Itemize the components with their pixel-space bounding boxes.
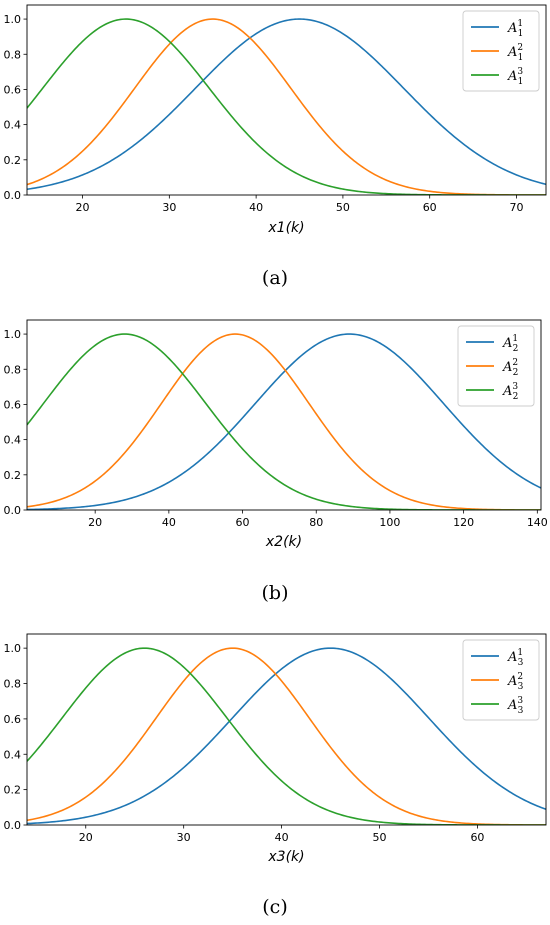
legend: A1 2 A2 2 A3 2: [457, 325, 535, 407]
x-tick-label: 60: [423, 201, 437, 214]
x-tick-label: 20: [88, 516, 102, 529]
y-tick-label: 0.8: [4, 363, 22, 376]
legend-label-2-1: A1 2: [502, 334, 518, 354]
x-tick-label: 120: [453, 516, 474, 529]
x-tick-label: 80: [309, 516, 323, 529]
x-tick-label: 100: [379, 516, 400, 529]
legend-label-3-3: A3 3: [507, 696, 524, 716]
y-tick-label: 0.6: [4, 83, 22, 96]
plot-frame: [26, 633, 547, 826]
y-tick-label: 0.2: [4, 469, 22, 482]
y-tick-label: 0.0: [4, 189, 22, 202]
x-tick-label: 50: [336, 201, 350, 214]
plot-frame: [26, 319, 542, 511]
y-tick-label: 0.2: [4, 784, 22, 797]
legend-label-3-2: A2 3: [507, 672, 524, 692]
legend-label-1-1: A1 1: [507, 19, 523, 39]
x-axis-label: x2(k): [265, 534, 302, 550]
series-line-3-1: [27, 647, 546, 825]
legend-label-1-3: A3 1: [507, 67, 523, 87]
y-tick-label: 0.0: [4, 819, 22, 832]
x-tick-label: 140: [527, 516, 548, 529]
x-tick-label: 30: [177, 831, 191, 844]
series-line-2-1: [27, 333, 541, 510]
y-tick-label: 1.0: [4, 13, 22, 26]
series-line-3-2: [27, 647, 546, 825]
legend: A1 3 A2 3 A3 3: [462, 639, 540, 721]
x-tick-label: 60: [236, 516, 250, 529]
caption-c: (c): [262, 896, 287, 918]
y-tick-label: 0.8: [4, 48, 22, 61]
legend-box: [457, 325, 535, 407]
x-tick-label: 70: [509, 201, 523, 214]
y-tick-label: 0.4: [4, 434, 22, 447]
y-tick-label: 0.4: [4, 119, 22, 132]
y-tick-label: 1.0: [4, 642, 22, 655]
y-tick-label: 0.8: [4, 678, 22, 691]
x-tick-label: 40: [249, 201, 263, 214]
x-tick-label: 20: [76, 201, 90, 214]
x-tick-label: 40: [162, 516, 176, 529]
series-line-1-1: [27, 18, 546, 191]
x-tick-label: 50: [373, 831, 387, 844]
caption-a: (a): [262, 267, 288, 289]
caption-b: (b): [262, 582, 289, 604]
series-line-2-2: [27, 333, 541, 510]
legend-label-3-1: A1 3: [507, 648, 524, 668]
legend-box: [462, 10, 540, 92]
x-tick-label: 20: [79, 831, 93, 844]
x-axis-label: x1(k): [267, 220, 304, 236]
chart-panel-b: 0.0 0.2 0.4 0.6 0.8 1.0 20 40 60 80 100 120 140 x2(k)…: [4, 319, 548, 604]
y-tick-label: 0.6: [4, 713, 22, 726]
legend: A1 1 A2 1 A3 1: [462, 10, 540, 92]
x-tick-label: 60: [470, 831, 484, 844]
legend-label-1-2: A2 1: [507, 43, 523, 63]
legend-label-2-3: A3 2: [502, 382, 518, 402]
y-tick-label: 0.4: [4, 748, 22, 761]
y-tick-label: 0.0: [4, 504, 22, 517]
legend-box: [462, 639, 540, 721]
y-tick-label: 0.2: [4, 154, 22, 167]
y-tick-label: 1.0: [4, 328, 22, 341]
x-tick-label: 30: [162, 201, 176, 214]
y-tick-label: 0.6: [4, 398, 22, 411]
x-axis-label: x3(k): [267, 849, 304, 865]
plot-frame: [26, 4, 547, 196]
chart-panel-a: 0.0 0.2 0.4 0.6 0.8 1.0 20 30 40 50 60 70 x1(k) A1 1 A2…: [4, 4, 547, 289]
legend-label-2-2: A2 2: [502, 358, 518, 378]
x-tick-label: 40: [275, 831, 289, 844]
series-line-1-2: [27, 18, 546, 195]
